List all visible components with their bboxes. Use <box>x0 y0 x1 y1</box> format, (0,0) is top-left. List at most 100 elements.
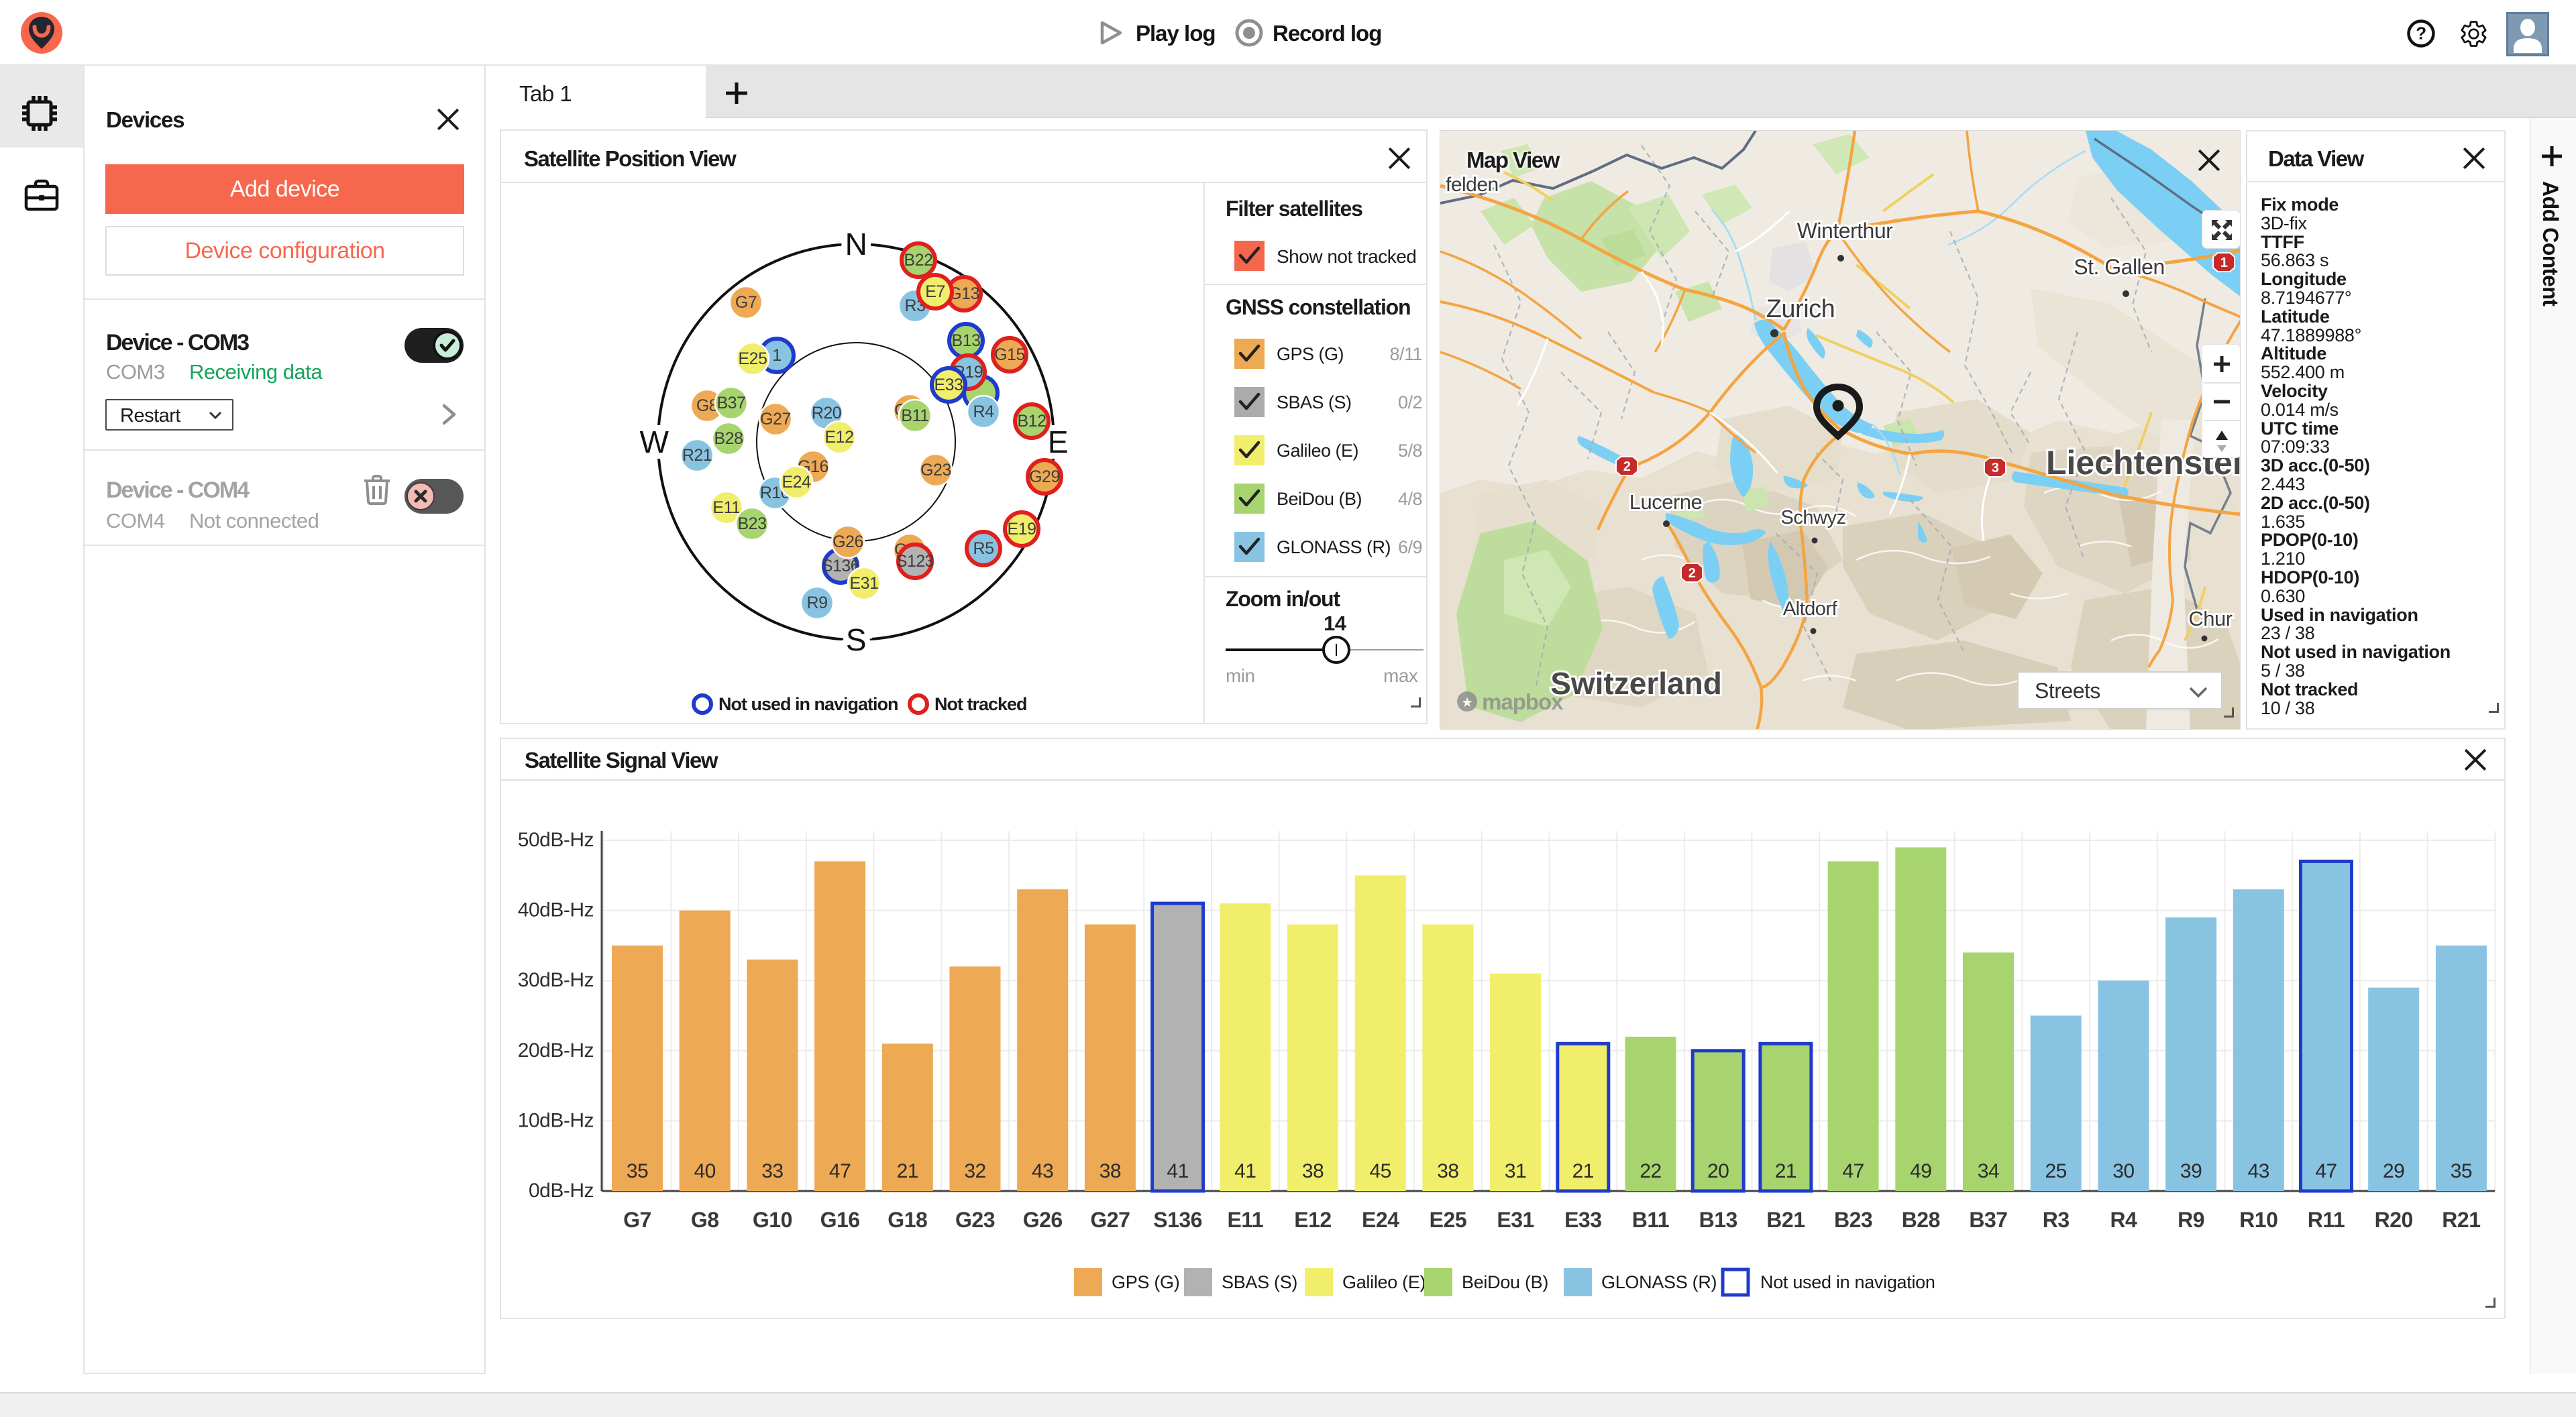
svg-text:20: 20 <box>1707 1160 1729 1182</box>
svg-text:25: 25 <box>2045 1160 2067 1182</box>
svg-text:35: 35 <box>627 1160 648 1182</box>
svg-text:B13: B13 <box>952 331 981 350</box>
svg-text:E12: E12 <box>1294 1208 1331 1232</box>
svg-text:B37: B37 <box>717 394 746 412</box>
svg-text:E: E <box>1048 424 1068 459</box>
svg-text:E25: E25 <box>739 349 767 368</box>
svg-text:B11: B11 <box>1632 1208 1669 1232</box>
svg-text:E11: E11 <box>1227 1208 1263 1232</box>
svg-text:Not used in navigation: Not used in navigation <box>718 694 898 714</box>
svg-text:R21: R21 <box>2442 1208 2480 1232</box>
svg-text:Not used in navigation: Not used in navigation <box>1760 1272 1935 1292</box>
svg-text:Lucerne: Lucerne <box>1629 490 1703 514</box>
svg-text:R4: R4 <box>973 402 995 421</box>
svg-text:R5: R5 <box>973 539 994 558</box>
svg-text:39: 39 <box>2180 1160 2202 1182</box>
svg-text:1: 1 <box>2220 256 2228 270</box>
svg-text:G16: G16 <box>820 1208 860 1232</box>
svg-text:G27: G27 <box>1090 1208 1130 1232</box>
svg-text:GPS (G): GPS (G) <box>1112 1272 1179 1292</box>
svg-text:Schwyz: Schwyz <box>1781 507 1846 528</box>
svg-text:R9: R9 <box>2178 1208 2204 1232</box>
svg-text:30dB-Hz: 30dB-Hz <box>518 969 594 991</box>
svg-text:?: ? <box>2416 23 2426 44</box>
svg-text:R9: R9 <box>807 593 828 612</box>
svg-text:Zurich: Zurich <box>1766 295 1835 323</box>
svg-text:Altdorf: Altdorf <box>1783 598 1838 620</box>
svg-text:47: 47 <box>2315 1160 2337 1182</box>
svg-text:G23: G23 <box>920 461 951 479</box>
svg-text:E11: E11 <box>712 498 740 517</box>
svg-text:R20: R20 <box>812 404 841 422</box>
svg-text:B13: B13 <box>1699 1208 1737 1232</box>
svg-text:10dB-Hz: 10dB-Hz <box>518 1109 594 1131</box>
svg-text:R10: R10 <box>2239 1208 2277 1232</box>
svg-text:3: 3 <box>1992 461 1999 475</box>
svg-text:S: S <box>846 622 866 657</box>
svg-text:★: ★ <box>1461 695 1472 710</box>
svg-text:G7: G7 <box>735 293 757 312</box>
svg-text:30: 30 <box>2112 1160 2134 1182</box>
svg-text:50dB-Hz: 50dB-Hz <box>518 829 594 851</box>
svg-text:N: N <box>845 227 867 262</box>
svg-text:2: 2 <box>1688 566 1696 581</box>
svg-text:G15: G15 <box>994 345 1025 364</box>
svg-text:21: 21 <box>1775 1160 1796 1182</box>
svg-text:Winterthur: Winterthur <box>1797 219 1893 243</box>
svg-text:S123: S123 <box>896 552 934 571</box>
svg-text:E12: E12 <box>825 428 854 447</box>
svg-text:21: 21 <box>1572 1160 1594 1182</box>
svg-text:R3: R3 <box>2043 1208 2070 1232</box>
svg-text:43: 43 <box>2248 1160 2269 1182</box>
svg-text:E31: E31 <box>850 574 879 593</box>
svg-text:Not tracked: Not tracked <box>934 694 1027 714</box>
svg-text:Switzerland: Switzerland <box>1550 666 1722 701</box>
svg-text:47: 47 <box>829 1160 851 1182</box>
svg-text:40dB-Hz: 40dB-Hz <box>518 899 594 921</box>
svg-text:G29: G29 <box>1029 467 1060 486</box>
svg-text:E24: E24 <box>1362 1208 1399 1232</box>
svg-text:21: 21 <box>897 1160 918 1182</box>
svg-text:38: 38 <box>1099 1160 1121 1182</box>
svg-text:B28: B28 <box>1902 1208 1940 1232</box>
svg-text:2: 2 <box>1623 459 1631 474</box>
svg-text:B23: B23 <box>738 514 767 533</box>
svg-text:41: 41 <box>1167 1160 1188 1182</box>
svg-text:32: 32 <box>964 1160 985 1182</box>
svg-text:41: 41 <box>1234 1160 1256 1182</box>
svg-text:E25: E25 <box>1430 1208 1466 1232</box>
svg-text:E19: E19 <box>1008 520 1036 539</box>
svg-text:S136: S136 <box>1153 1208 1202 1232</box>
svg-text:45: 45 <box>1370 1160 1391 1182</box>
svg-text:B28: B28 <box>714 429 743 448</box>
svg-text:GLONASS (R): GLONASS (R) <box>1601 1272 1717 1292</box>
svg-text:felden: felden <box>1446 174 1499 196</box>
svg-text:G27: G27 <box>760 410 791 429</box>
svg-text:R21: R21 <box>682 446 712 465</box>
svg-text:G7: G7 <box>623 1208 651 1232</box>
svg-text:E24: E24 <box>782 473 812 492</box>
svg-text:35: 35 <box>2451 1160 2472 1182</box>
svg-text:E33: E33 <box>934 376 963 394</box>
svg-text:G26: G26 <box>833 532 863 551</box>
svg-text:38: 38 <box>1437 1160 1458 1182</box>
svg-text:G26: G26 <box>1023 1208 1063 1232</box>
svg-text:E33: E33 <box>1564 1208 1601 1232</box>
svg-text:B21: B21 <box>1766 1208 1805 1232</box>
svg-text:29: 29 <box>2383 1160 2404 1182</box>
svg-text:W: W <box>640 424 669 459</box>
svg-text:B23: B23 <box>1834 1208 1872 1232</box>
svg-text:R4: R4 <box>2110 1208 2137 1232</box>
svg-text:BeiDou (B): BeiDou (B) <box>1462 1272 1548 1292</box>
svg-text:mapbox: mapbox <box>1482 689 1564 714</box>
svg-text:E7: E7 <box>925 282 945 301</box>
svg-text:SBAS (S): SBAS (S) <box>1222 1272 1297 1292</box>
svg-text:0dB-Hz: 0dB-Hz <box>529 1180 594 1202</box>
svg-text:38: 38 <box>1302 1160 1324 1182</box>
svg-text:49: 49 <box>1910 1160 1931 1182</box>
svg-text:R20: R20 <box>2375 1208 2413 1232</box>
svg-text:G18: G18 <box>888 1208 927 1232</box>
svg-text:Galileo (E): Galileo (E) <box>1342 1272 1426 1292</box>
svg-text:R11: R11 <box>2308 1208 2345 1232</box>
svg-text:B22: B22 <box>904 251 933 270</box>
